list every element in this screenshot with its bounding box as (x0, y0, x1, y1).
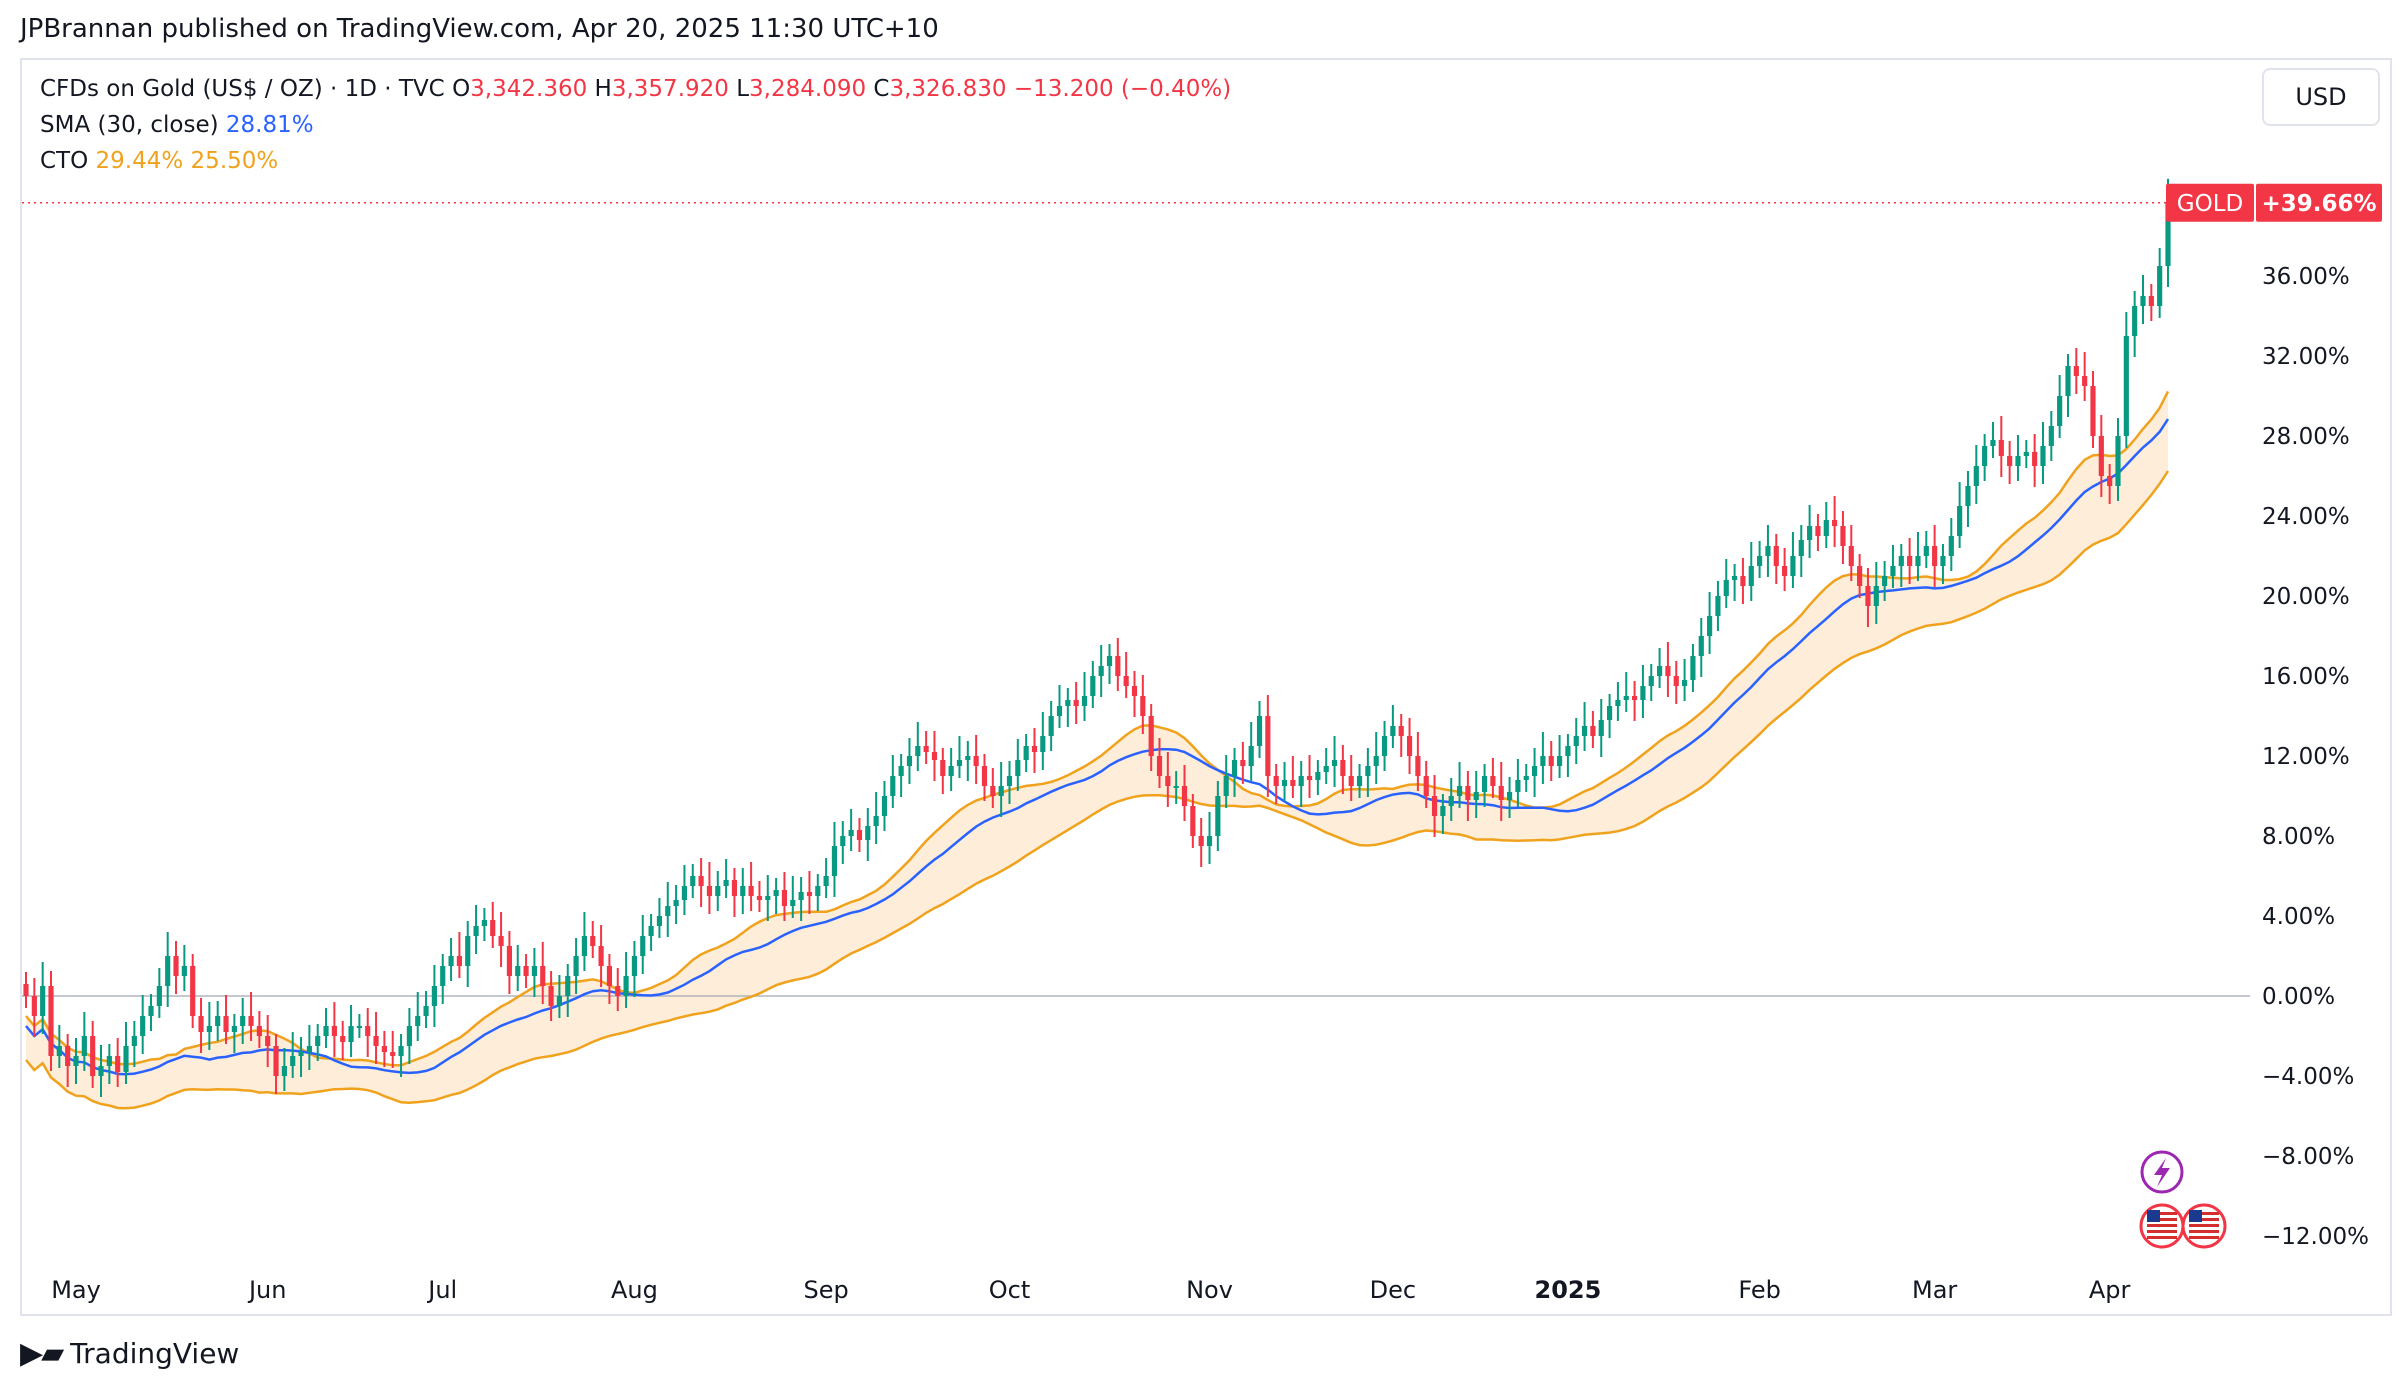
chart-frame[interactable] (20, 58, 2392, 1316)
low-label: L (736, 76, 750, 102)
high-label: H (594, 76, 612, 102)
publisher-line: JPBrannan published on TradingView.com, … (20, 14, 939, 44)
change-value: −13.200 (−0.40%) (1013, 76, 1232, 102)
currency-button[interactable]: USD (2262, 68, 2380, 126)
open-label: O (452, 76, 471, 102)
low-value: 3,284.090 (749, 76, 867, 102)
symbol-description: CFDs on Gold (US$ / OZ) · 1D · TVC (40, 76, 445, 102)
cto-legend: CTO 29.44% 25.50% (40, 148, 278, 174)
sma-value: 28.81% (225, 112, 314, 138)
high-value: 3,357.920 (611, 76, 729, 102)
tradingview-logo-icon: ▶▰ (20, 1336, 64, 1371)
footer-brand: TradingView (70, 1337, 240, 1370)
open-value: 3,342.360 (470, 76, 588, 102)
footer: ▶▰ TradingView (20, 1336, 239, 1371)
close-value: 3,326.830 (889, 76, 1007, 102)
close-label: C (873, 76, 890, 102)
cto-value-2: 25.50% (190, 148, 279, 174)
cto-label: CTO (40, 148, 89, 174)
cto-value-1: 29.44% (95, 148, 184, 174)
ohlc-legend: CFDs on Gold (US$ / OZ) · 1D · TVC O3,34… (40, 76, 1231, 102)
sma-legend: SMA (30, close) 28.81% (40, 112, 314, 138)
sma-label: SMA (30, close) (40, 112, 219, 138)
